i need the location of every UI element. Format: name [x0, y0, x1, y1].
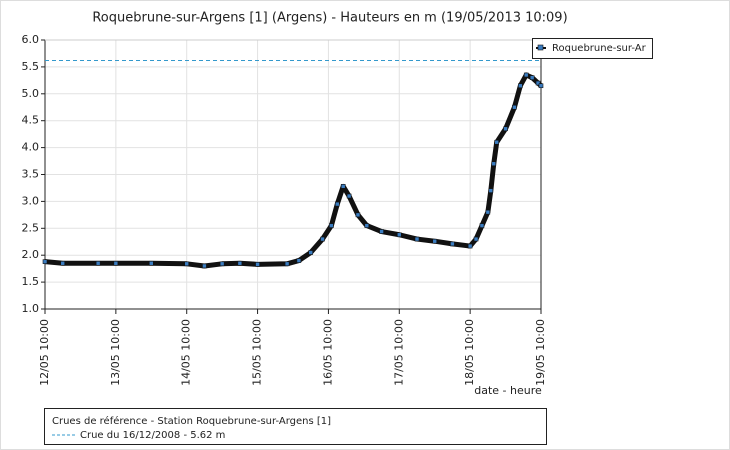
point-marker — [473, 236, 479, 242]
point-marker — [320, 236, 325, 242]
point-marker — [355, 212, 361, 218]
point-marker — [60, 260, 66, 266]
point-marker — [379, 229, 384, 234]
point-marker — [488, 188, 494, 193]
point-marker — [284, 261, 290, 267]
x-axis-label: date - heure — [474, 384, 542, 397]
point-marker — [202, 263, 207, 269]
point-marker — [432, 238, 438, 244]
point-marker — [255, 262, 260, 267]
x-tick-label: 14/05 10:00 — [180, 319, 193, 386]
y-tick-label: 4.5 — [22, 114, 40, 127]
point-marker — [237, 260, 243, 266]
x-tick-label: 13/05 10:00 — [109, 319, 122, 386]
y-tick-label: 5.0 — [22, 87, 40, 100]
y-tick-label: 4.0 — [22, 141, 40, 154]
x-tick-label: 12/05 10:00 — [38, 319, 51, 386]
x-tick-label: 16/05 10:00 — [321, 319, 334, 386]
point-marker — [148, 260, 154, 266]
y-tick-label: 5.5 — [22, 60, 40, 73]
point-marker — [503, 126, 508, 132]
point-marker — [340, 184, 346, 189]
point-marker — [450, 241, 455, 247]
point-marker — [479, 223, 485, 228]
reference-box — [44, 408, 547, 445]
y-tick-label: 2.5 — [22, 221, 40, 234]
legend-box — [532, 38, 653, 59]
point-marker — [485, 209, 491, 215]
y-tick-label: 6.0 — [22, 33, 40, 46]
reference-title: Crues de référence - Station Roquebrune-… — [52, 415, 331, 427]
y-tick-label: 1.5 — [22, 275, 40, 288]
point-marker — [334, 201, 340, 207]
point-marker — [523, 72, 529, 78]
point-marker — [42, 259, 48, 264]
point-marker — [296, 258, 302, 263]
point-marker — [414, 236, 420, 242]
point-marker — [538, 83, 544, 89]
point-marker — [396, 232, 402, 238]
point-marker — [529, 75, 535, 80]
y-tick-label: 3.5 — [22, 168, 40, 181]
y-tick-label: 1.0 — [22, 302, 40, 315]
legend-swatch — [537, 44, 544, 51]
legend-label: Roquebrune-sur-Ar — [552, 43, 647, 54]
point-marker — [308, 250, 314, 255]
point-marker — [184, 261, 190, 267]
point-marker — [491, 161, 497, 167]
point-marker — [535, 80, 541, 86]
point-marker — [219, 261, 225, 267]
point-marker — [346, 193, 352, 199]
reference-legend-label: Crue du 16/12/2008 - 5.62 m — [80, 430, 225, 441]
x-tick-label: 18/05 10:00 — [463, 319, 476, 386]
point-marker — [467, 243, 473, 249]
point-marker — [512, 104, 517, 110]
point-marker — [494, 139, 500, 145]
point-marker — [518, 83, 523, 89]
point-marker — [113, 260, 119, 266]
point-marker — [364, 223, 370, 228]
x-tick-label: 17/05 10:00 — [392, 319, 405, 386]
chart-title: Roquebrune-sur-Argens [1] (Argens) - Hau… — [92, 11, 567, 26]
y-tick-label: 3.0 — [22, 194, 40, 207]
x-tick-label: 19/05 10:00 — [534, 319, 547, 386]
point-marker — [329, 223, 334, 228]
y-tick-label: 2.0 — [22, 248, 40, 261]
point-marker — [95, 260, 101, 266]
x-tick-label: 15/05 10:00 — [251, 319, 264, 386]
